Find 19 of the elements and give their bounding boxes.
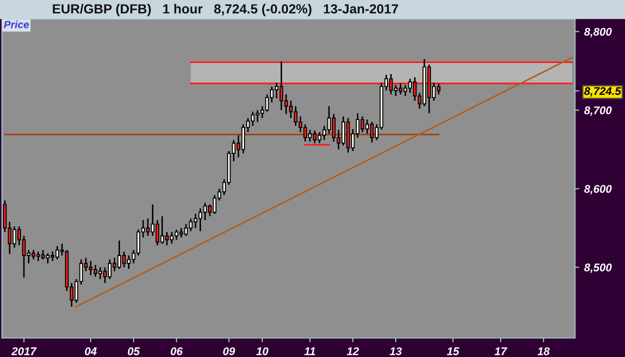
y-tick-label: 8,800 [584,28,612,38]
x-tick-label: 04 [84,347,97,356]
y-tick-label: 8,700 [584,106,612,116]
x-tick-label: 17 [494,347,508,356]
chart-title: EUR/GBP (DFB) 1 hour 8,724.5 (-0.02%) 13-Jan-2017 [52,4,398,16]
x-tick-label: 2017 [11,347,37,356]
y-tick-label: 8,724.5 [584,87,622,97]
x-tick-label: 15 [446,347,460,356]
x-tick-label: 05 [128,347,140,356]
x-tick-label: 18 [538,347,550,356]
x-tick-label: 10 [256,347,268,356]
x-tick-label: 12 [346,347,359,356]
x-tick-label: 13 [390,347,402,356]
annotation: Price [4,20,29,28]
y-tick-label: 8,600 [584,184,612,194]
y-tick-label: 8,500 [584,264,612,274]
x-tick-label: 06 [170,347,183,356]
x-tick-label: 11 [304,347,316,356]
x-tick-label: 09 [223,347,236,356]
